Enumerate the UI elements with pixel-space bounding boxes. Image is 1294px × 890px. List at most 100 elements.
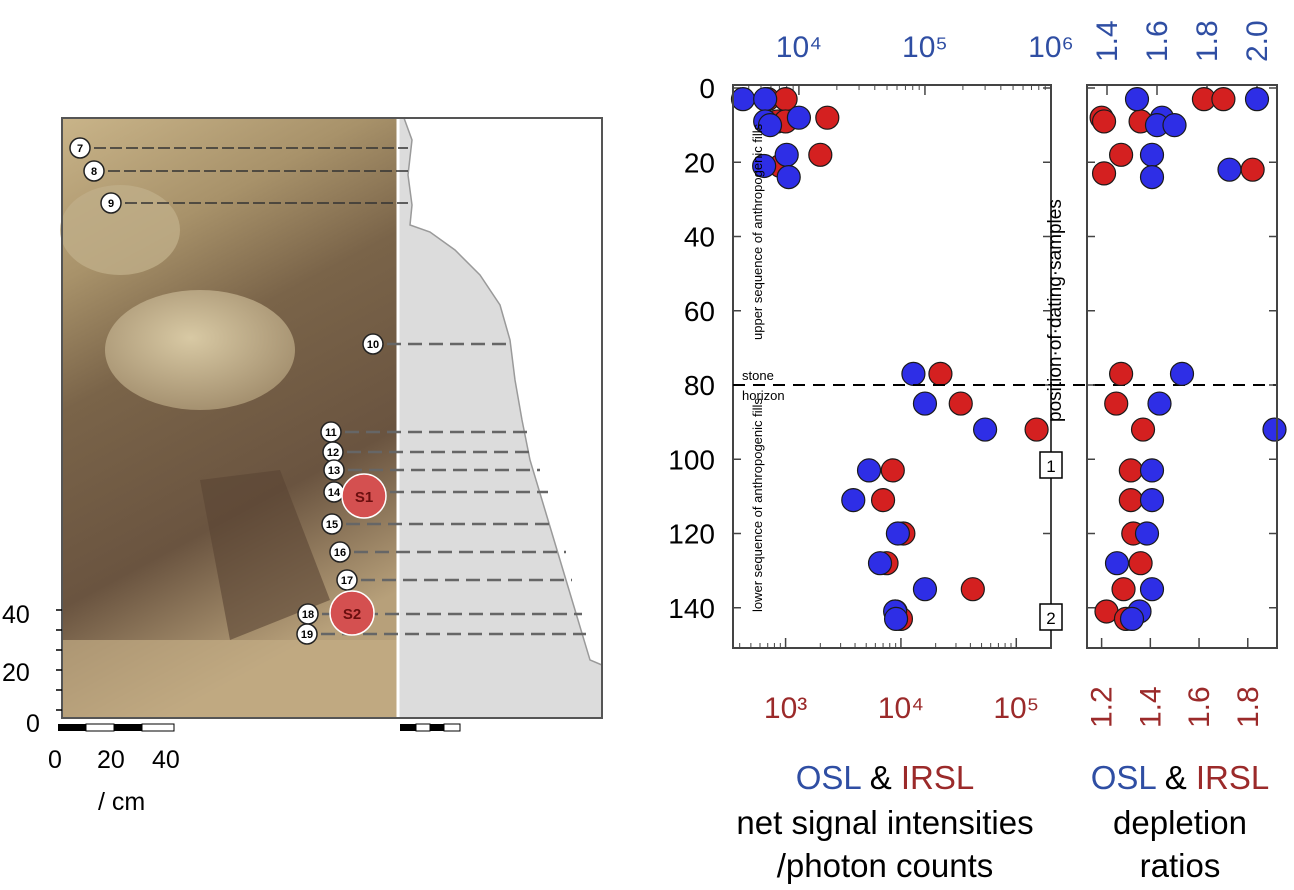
intensity-legend-title: OSL & IRSL: [796, 759, 975, 796]
depletion-top-axis: 1.4 1.6 1.8 2.0: [1091, 20, 1274, 95]
intensity-legend: OSL & IRSL net signal intensities /photo…: [736, 759, 1033, 884]
irsl-point: [1024, 417, 1049, 442]
sample-marker-label: 15: [326, 519, 338, 531]
osl-point: [1139, 577, 1165, 602]
depletion-plot-frame: [1086, 84, 1278, 649]
osl-point: [1139, 165, 1165, 190]
top-tick-label: 10⁴: [776, 31, 822, 64]
intensity-bottom-axis: 10³ 10⁴ 10⁵: [739, 638, 1052, 725]
intensity-plot-frame: [732, 84, 1052, 649]
osl-point: [752, 153, 777, 179]
lower-sequence-label: lower sequence of anthropogenic fills: [750, 398, 765, 612]
y-tick-label: 60: [684, 296, 715, 327]
bottom-tick-label: 10⁵: [993, 692, 1039, 725]
osl-point: [912, 391, 938, 416]
sample-marker-label: 8: [91, 166, 97, 178]
irsl-label-2: IRSL: [1196, 759, 1269, 796]
y-tick-label: 80: [684, 370, 715, 401]
sample-marker: [336, 569, 358, 591]
irsl-point: [1118, 487, 1143, 513]
scale-label-20: 20: [97, 746, 125, 774]
sample-marker-label: 12: [327, 447, 339, 459]
bottom-tick-label: 1.2: [1086, 686, 1119, 728]
osl-label: OSL: [796, 759, 862, 796]
amp-label: &: [870, 759, 892, 796]
osl-point: [856, 458, 882, 483]
top-tick-label: 1.6: [1141, 20, 1174, 62]
intensity-chart: 0 20 40 60 80 100 120 140 10⁴ 10⁵ 10⁶ 10³ 10⁴ 10⁵ u…: [668, 31, 1278, 725]
irsl-point: [1128, 551, 1153, 576]
irsl-point: [1211, 87, 1236, 112]
irsl-point: [1104, 391, 1129, 416]
top-tick-label: 10⁵: [902, 31, 948, 64]
osl-point: [1162, 113, 1187, 138]
y-tick-label: 140: [668, 593, 715, 624]
irsl-point: [870, 487, 896, 513]
osl-point: [1139, 142, 1165, 167]
sample-markers: 78 9 10 11 12 13 14 15 16 17 18 19 S1 S2: [69, 137, 387, 645]
irsl-point: [960, 577, 985, 602]
sample-marker: [321, 513, 343, 535]
osl-point: [776, 165, 801, 190]
osl-point: [1169, 361, 1195, 386]
sample-marker: [329, 541, 351, 563]
depth-tick-40: 40: [2, 601, 30, 629]
osl-point: [1139, 458, 1165, 483]
osl-point: [1147, 391, 1172, 416]
position-marker-2-label: 2: [1046, 609, 1055, 628]
irsl-point: [1091, 109, 1117, 134]
irsl-point: [1109, 361, 1134, 386]
sample-marker-label: 10: [367, 339, 379, 351]
osl-point: [912, 577, 938, 602]
osl-point: [1217, 157, 1242, 182]
large-sample-marker: [341, 473, 387, 519]
bottom-tick-label: 10⁴: [878, 692, 924, 725]
irsl-point: [880, 458, 905, 483]
irsl-point: [1240, 157, 1265, 182]
sample-marker-label: 19: [301, 629, 313, 641]
depletion-legend: OSL & IRSL depletion ratios: [1091, 759, 1270, 884]
intensity-y-ticks: 0 20 40 60 80 100 120 140: [668, 73, 1051, 624]
position-marker-1-label: 1: [1046, 457, 1055, 476]
scale-label-40: 40: [152, 746, 180, 774]
irsl-label: IRSL: [901, 759, 974, 796]
osl-point: [1124, 87, 1150, 112]
sample-marker: [83, 160, 105, 182]
y-tick-label: 100: [668, 444, 715, 475]
irsl-point: [1130, 417, 1156, 442]
stone-label: stone: [742, 368, 774, 383]
amp-label-2: &: [1165, 759, 1187, 796]
sample-marker-label: 13: [328, 465, 340, 477]
osl-point: [757, 113, 783, 138]
intensity-points: [730, 87, 1049, 631]
osl-point: [901, 361, 926, 386]
sample-marker: [296, 623, 318, 645]
sample-marker-label: 17: [341, 575, 353, 587]
irsl-point: [815, 105, 840, 130]
bottom-tick-label: 10³: [764, 692, 807, 725]
osl-point: [885, 521, 910, 546]
osl-point: [1104, 551, 1130, 576]
osl-point: [972, 417, 998, 442]
dark-fill-patch: [200, 470, 330, 640]
osl-point: [1134, 521, 1160, 546]
scale-label-0: 0: [48, 746, 62, 774]
irsl-point: [1109, 142, 1134, 167]
top-tick-label: 10⁶: [1028, 31, 1074, 64]
osl-point: [841, 487, 866, 513]
soil-profile-panel: 78 9 10 11 12 13 14 15 16 17 18 19 S1 S2 40 20 0 0 20: [2, 117, 603, 816]
osl-point: [774, 142, 799, 167]
irsl-point: [948, 391, 973, 416]
osl-point: [867, 551, 893, 576]
osl-point: [730, 87, 756, 112]
horizon-label: horizon: [742, 388, 785, 403]
depth-tick-0: 0: [26, 710, 40, 738]
intensity-top-axis: 10⁴ 10⁵ 10⁶: [732, 31, 1074, 95]
profile-frame: [61, 117, 603, 719]
depletion-chart: 1.4 1.6 1.8 2.0 1.2 1.4 1.6 1.8: [1086, 20, 1287, 728]
base-sediment: [62, 640, 398, 718]
depletion-points: [1089, 87, 1287, 631]
scale-unit: / cm: [98, 788, 145, 816]
depletion-y-ticks: [1087, 87, 1277, 609]
sample-marker-label: 14: [328, 487, 341, 499]
